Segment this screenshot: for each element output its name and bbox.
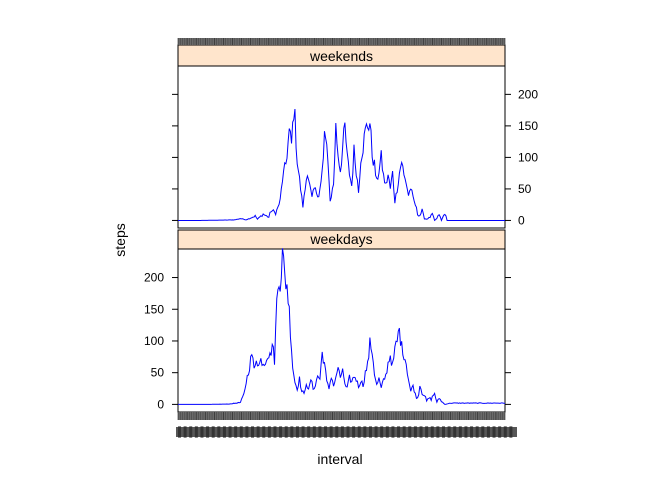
x-tick-label-glyph [234, 426, 238, 438]
panel-frame [177, 248, 506, 413]
x-tick-label-glyph [324, 426, 328, 438]
y-tick-label: 50 [518, 182, 532, 196]
x-tick-label-glyph [352, 426, 356, 438]
x-tick-label-glyph [284, 426, 288, 438]
x-tick-label-glyph [245, 426, 249, 438]
y-tick-label: 150 [144, 302, 164, 316]
x-tick-label-glyph [211, 426, 215, 438]
x-tick-label-glyph [290, 426, 294, 438]
series-line-weekends [178, 109, 505, 222]
strip-weekdays: weekdays [177, 229, 506, 250]
x-tick-label-glyph [503, 426, 507, 438]
x-tick-label-glyph [413, 426, 417, 438]
x-tick-label-glyph [301, 426, 305, 438]
x-tick-label-glyph [397, 426, 401, 438]
y-tick-label: 200 [144, 271, 164, 285]
x-tick-label-glyph [385, 426, 389, 438]
x-tick-label-glyph [453, 426, 457, 438]
x-tick-label-glyph [447, 426, 451, 438]
x-tick-label-glyph [486, 426, 490, 438]
x-tick-label-glyph [470, 426, 474, 438]
x-tick-label-glyph [374, 426, 378, 438]
x-tick-label-glyph [256, 426, 260, 438]
x-tick-label-glyph [267, 426, 271, 438]
x-tick-label-glyph [183, 426, 187, 438]
x-tick-label-glyph [498, 426, 502, 438]
x-tick-label-glyph [200, 426, 204, 438]
x-tick-label-glyph [357, 426, 361, 438]
x-axis-label: interval [317, 451, 362, 467]
x-tick-label-glyph [475, 426, 479, 438]
x-tick-label-glyph [318, 426, 322, 438]
x-tick-label-glyph [380, 426, 384, 438]
x-tick-label-glyph [251, 426, 255, 438]
panel-weekends [177, 65, 506, 229]
panel-weekdays [177, 248, 506, 413]
strip-label: weekends [309, 48, 373, 64]
x-tick-label-glyph [458, 426, 462, 438]
x-tick-label-glyph [307, 426, 311, 438]
x-tick-label-glyph [419, 426, 423, 438]
x-tick-band [176, 412, 517, 438]
x-tick-label-glyph [206, 426, 210, 438]
x-tick-label-glyph [346, 426, 350, 438]
y-tick-label: 0 [157, 397, 164, 411]
strip-weekends: weekends [177, 44, 506, 67]
y-tick-label: 150 [518, 119, 538, 133]
y-tick-label: 0 [518, 213, 525, 227]
series-line-weekdays [178, 248, 506, 405]
x-tick-label-glyph [408, 426, 412, 438]
x-tick-label-glyph [295, 426, 299, 438]
x-tick-label-glyph [340, 426, 344, 438]
y-axis-label: steps [112, 223, 128, 256]
x-tick-label-glyph [391, 426, 395, 438]
x-tick-label-glyph [430, 426, 434, 438]
y-tick-label: 200 [518, 87, 538, 101]
x-tick-label-glyph [239, 426, 243, 438]
x-tick-label-glyph [262, 426, 266, 438]
y-axes: 0 50 100 150 200 0 50 100 150 200 [144, 87, 538, 411]
x-tick-label-glyph [425, 426, 429, 438]
strip-label: weekdays [309, 231, 372, 247]
x-tick-label-glyph [217, 426, 221, 438]
x-tick-label-glyph [335, 426, 339, 438]
x-tick-label-glyph [441, 426, 445, 438]
x-tick-label-glyph [228, 426, 232, 438]
x-tick-label-glyph [312, 426, 316, 438]
x-tick-label-glyph [273, 426, 277, 438]
x-tick-label-glyph [402, 426, 406, 438]
x-tick-label-glyph [436, 426, 440, 438]
x-tick-label-glyph [329, 426, 333, 438]
x-tick-label-glyph [178, 426, 181, 438]
x-tick-label-glyph [464, 426, 468, 438]
y-tick-label: 100 [518, 150, 538, 164]
y-tick-label: 50 [151, 366, 165, 380]
x-tick-label-glyph [363, 426, 367, 438]
x-tick-label-glyph [492, 426, 496, 438]
x-tick-label-glyph [368, 426, 372, 438]
x-tick-label-glyph [279, 426, 283, 438]
x-tick-label-glyph [222, 426, 226, 438]
x-tick-label-glyph [509, 426, 513, 438]
top-tick-band [177, 38, 506, 45]
x-tick-label-glyph [194, 426, 198, 438]
panel-frame [177, 65, 506, 229]
x-tick-label-glyph [481, 426, 485, 438]
y-tick-label: 100 [144, 334, 164, 348]
x-tick-label-glyph [189, 426, 193, 438]
